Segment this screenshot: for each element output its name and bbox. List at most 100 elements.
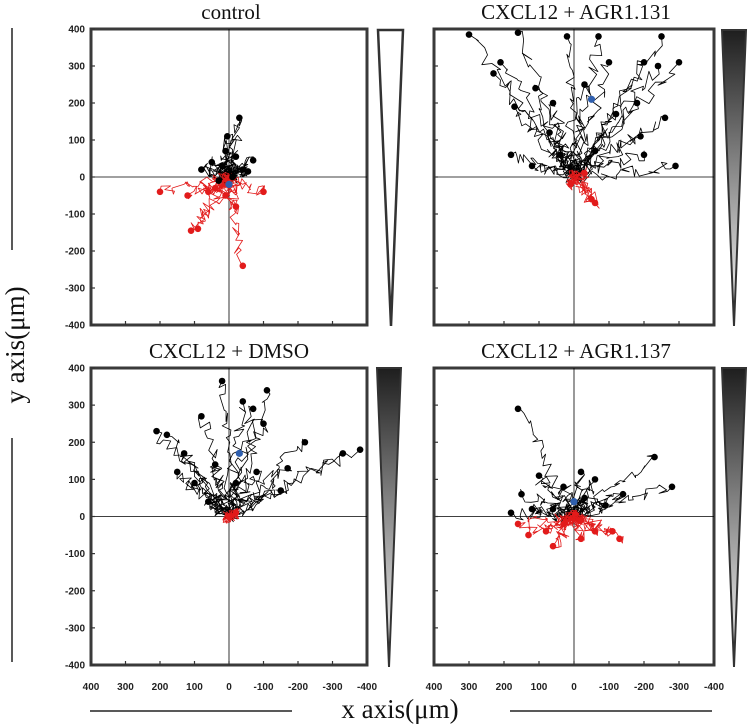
track-endpoint-red	[156, 188, 164, 196]
track-endpoint-black	[675, 59, 683, 66]
y-tick-label: 100	[68, 136, 85, 147]
cell-track-black	[573, 116, 666, 179]
x-tick-label: 300	[117, 682, 134, 693]
x-tick-label: -100	[253, 682, 273, 693]
panel-dmso: CXCL12 + DMSO 400 300 200 100 0 -100 -200 -300 -…	[65, 339, 403, 694]
track-endpoint-black	[591, 147, 599, 155]
track-endpoint-black	[229, 173, 236, 181]
track-endpoint-black	[546, 129, 553, 136]
track-endpoint-black	[595, 33, 602, 40]
track-endpoint-black	[153, 427, 160, 435]
track-endpoint-black	[232, 153, 240, 160]
cell-track-red	[159, 172, 230, 195]
track-endpoint-red	[616, 535, 623, 543]
cell-track-black	[547, 131, 575, 178]
y-tick-label: -200	[65, 247, 85, 258]
cell-track-black	[573, 484, 673, 521]
track-endpoint-black	[668, 483, 676, 491]
panel-title: control	[201, 0, 261, 24]
cell-track-red	[528, 511, 578, 536]
panel-agr1-131: CXCL12 + AGR1.131	[432, 0, 748, 327]
cell-track-black	[533, 84, 579, 181]
track-endpoint-red	[591, 528, 599, 535]
track-endpoint-red	[514, 520, 522, 528]
track-endpoint-red	[239, 262, 247, 270]
cell-track-black	[573, 454, 655, 517]
x-tick-label: -300	[322, 682, 342, 693]
cell-track-black	[531, 163, 575, 183]
x-tick-label: -100	[599, 682, 619, 693]
y-axis-title: y axis(μm)	[0, 286, 30, 403]
x-tick-label: -200	[288, 682, 308, 693]
track-endpoint-red	[222, 192, 229, 199]
cell-track-black	[517, 30, 575, 178]
track-endpoint-red	[232, 203, 240, 210]
track-endpoint-black	[563, 33, 571, 40]
y-tick-label: 200	[68, 99, 85, 110]
track-endpoint-black	[249, 405, 257, 413]
x-tick-label: -200	[634, 682, 654, 693]
x-tick-label: 200	[496, 682, 513, 693]
track-endpoint-black	[215, 177, 222, 184]
track-endpoint-red	[211, 184, 219, 192]
center-of-mass-marker	[225, 180, 233, 188]
cell-track-black	[224, 401, 247, 517]
track-endpoint-black	[180, 450, 188, 457]
y-tick-label: -300	[65, 623, 85, 634]
track-endpoint-black	[528, 162, 536, 170]
track-endpoint-black	[465, 31, 473, 38]
track-endpoint-red	[549, 542, 557, 550]
cell-track-red	[570, 173, 592, 203]
track-endpoint-red	[577, 516, 585, 524]
x-tick-label: 400	[83, 682, 100, 693]
x-tick-label: 100	[531, 682, 548, 693]
track-endpoint-black	[518, 490, 525, 498]
track-endpoint-red	[542, 528, 550, 535]
cell-track-black	[573, 161, 676, 183]
track-endpoint-black	[658, 33, 665, 40]
x-tick-label: 0	[571, 682, 577, 693]
y-tick-label: -100	[65, 210, 85, 221]
x-tick-label: 100	[186, 682, 203, 693]
track-endpoint-black	[661, 114, 669, 122]
track-endpoint-black	[277, 487, 285, 494]
track-endpoint-black	[497, 59, 504, 66]
track-endpoint-black	[249, 157, 257, 164]
panel-title: CXCL12 + AGR1.131	[481, 0, 671, 24]
cell-track-red	[517, 509, 578, 530]
track-endpoint-black	[223, 133, 231, 140]
panel-control: control 400 300 200 100 0 -100 -200 -300 -400	[65, 0, 405, 332]
track-endpoint-black	[260, 420, 267, 427]
y-tick-label: -300	[65, 284, 85, 295]
track-endpoint-red	[581, 170, 588, 177]
track-endpoint-black	[205, 498, 212, 505]
plot-area	[432, 27, 716, 327]
y-tick-label: -400	[65, 321, 85, 332]
gradient-wedge	[720, 29, 748, 327]
y-tick-label: -400	[65, 661, 85, 672]
x-axis-title: x axis(μm)	[341, 694, 458, 724]
y-tick-label: 0	[79, 512, 85, 523]
track-endpoint-black	[253, 468, 260, 476]
track-endpoint-black	[284, 464, 291, 472]
track-endpoint-black	[239, 166, 247, 173]
center-of-mass-marker	[570, 498, 578, 506]
plot-area: 400 300 200 100 0 -100 -200 -300 -400 400 300 200 10…	[65, 364, 377, 694]
cell-track-black	[565, 36, 580, 178]
track-endpoint-black	[535, 472, 543, 479]
y-tick-label: 400	[68, 25, 85, 36]
gradient-wedge	[720, 367, 748, 668]
track-endpoint-red	[194, 225, 202, 233]
track-endpoint-black	[208, 158, 216, 166]
track-endpoint-black	[514, 405, 522, 413]
track-endpoint-black	[528, 505, 536, 513]
track-endpoint-red	[588, 195, 595, 203]
track-endpoint-red	[205, 188, 212, 196]
center-of-mass-marker	[235, 449, 243, 457]
track-endpoint-red	[525, 531, 532, 539]
track-endpoint-black	[619, 490, 627, 498]
panel-agr1-137: CXCL12 + AGR1.137 400 300 200 100 0 -100 -200 -…	[426, 339, 748, 693]
track-endpoint-black	[651, 453, 658, 461]
cell-track-black	[190, 481, 234, 517]
track-endpoint-red	[567, 181, 574, 188]
